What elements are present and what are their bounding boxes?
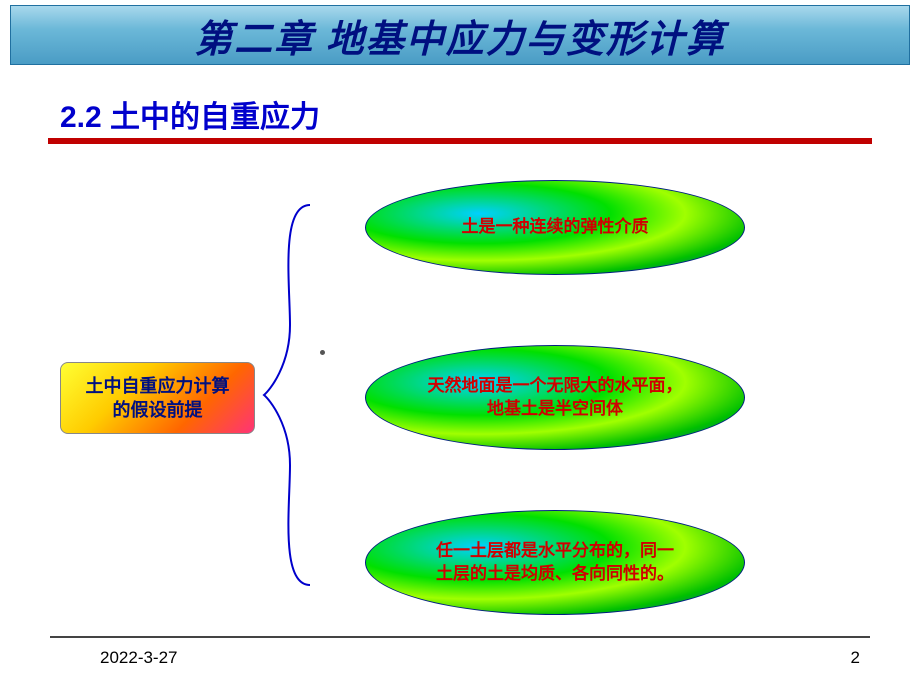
premise-box: 土中自重应力计算 的假设前提 bbox=[60, 362, 255, 434]
footer-divider bbox=[50, 636, 870, 638]
brace-icon bbox=[260, 195, 330, 595]
chapter-banner: 第二章 地基中应力与变形计算 bbox=[10, 5, 910, 65]
assumption-text-1: 土是一种连续的弹性介质 bbox=[442, 216, 669, 239]
chapter-title: 第二章 地基中应力与变形计算 bbox=[194, 8, 726, 63]
assumption-ellipse-2: 天然地面是一个无限大的水平面， 地基土是半空间体 bbox=[365, 345, 745, 450]
footer-page-number: 2 bbox=[851, 648, 860, 668]
assumption-ellipse-1: 土是一种连续的弹性介质 bbox=[365, 180, 745, 275]
assumption-text-3: 任一土层都是水平分布的，同一 土层的土是均质、各向同性的。 bbox=[416, 540, 694, 586]
footer-date: 2022-3-27 bbox=[100, 648, 178, 668]
premise-text: 土中自重应力计算 的假设前提 bbox=[86, 374, 230, 423]
section-divider bbox=[48, 138, 872, 144]
bullet-dot-icon bbox=[320, 350, 325, 355]
assumption-text-2: 天然地面是一个无限大的水平面， 地基土是半空间体 bbox=[408, 375, 703, 421]
section-title: 2.2 土中的自重应力 bbox=[60, 92, 320, 136]
assumption-ellipse-3: 任一土层都是水平分布的，同一 土层的土是均质、各向同性的。 bbox=[365, 510, 745, 615]
